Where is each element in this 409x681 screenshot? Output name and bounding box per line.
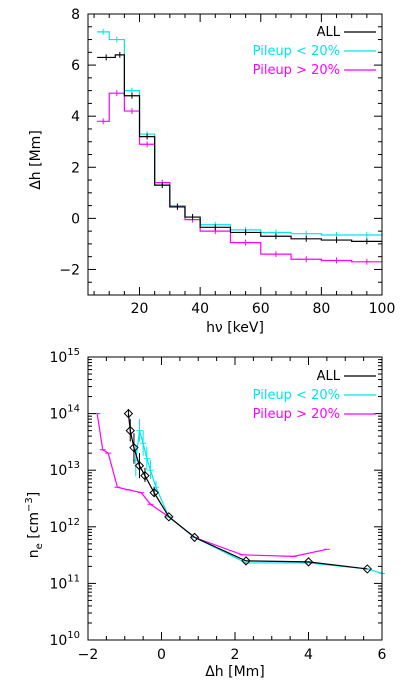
y-tick-label-1: 1011 (49, 573, 80, 592)
y-tick-label-4: 6 (71, 58, 80, 74)
y-tick-label-5: 8 (71, 7, 80, 23)
plot-area-bottom (94, 408, 385, 575)
series-0-point-4 (140, 470, 150, 481)
x-tick-label-0: 20 (131, 301, 149, 317)
y-axis-label-bottom: ne [cm−3] (24, 492, 45, 559)
y-tick-label-5: 1015 (49, 347, 80, 366)
series-0-line (127, 413, 368, 570)
axes-bottom: −2 0 2 4 6 1010 1011 1012 1013 1014 1015 (49, 347, 386, 663)
series-0-point-3 (134, 461, 145, 471)
y-tick-label-1: 0 (71, 211, 80, 227)
y-tick-label-2: 2 (71, 160, 80, 176)
legend-label-1: Pileup < 20% (253, 388, 340, 403)
series-0-point-9 (303, 557, 314, 567)
y-tick-label-4: 1014 (49, 404, 80, 423)
legend-label-1: Pileup < 20% (253, 44, 340, 59)
x-tick-label-3: 4 (304, 647, 313, 663)
legend-bottom: ALL Pileup < 20% Pileup > 20% (253, 369, 376, 422)
y-axis-label-top: Δh [Mm] (28, 130, 44, 190)
series-2-line (96, 413, 328, 557)
series-0-point-6 (164, 512, 174, 522)
y-tick-label-3: 4 (71, 109, 80, 125)
series-0-point-0 (123, 408, 134, 419)
x-axis-label-bottom: Δh [Mm] (205, 664, 265, 680)
plot-area-top (97, 28, 382, 265)
x-tick-label-2: 2 (231, 647, 240, 663)
legend-label-0: ALL (317, 369, 341, 384)
x-tick-label-2: 60 (252, 301, 270, 317)
x-tick-label-1: 0 (157, 647, 166, 663)
axes-top: 20 40 60 80 100 −2 0 2 4 6 8 (59, 7, 395, 317)
x-tick-label-4: 100 (369, 301, 396, 317)
series-0-point-7 (189, 532, 200, 543)
y-tick-label-0: −2 (59, 262, 80, 278)
legend-label-0: ALL (317, 25, 341, 40)
x-tick-label-4: 6 (378, 647, 387, 663)
legend-top: ALL Pileup < 20% Pileup > 20% (253, 25, 376, 78)
series-0-line (97, 54, 382, 242)
y-tick-label-2: 1012 (49, 517, 80, 536)
series-0-point-8 (241, 556, 251, 566)
series-0-point-2 (129, 442, 139, 453)
series-0-point-1 (125, 425, 135, 436)
legend-label-2: Pileup > 20% (253, 63, 340, 78)
x-axis-label-top: hν [keV] (206, 320, 264, 336)
panel-bottom: −2 0 2 4 6 1010 1011 1012 1013 1014 1015 ne [cm−3]… (24, 347, 387, 680)
series-1-line (135, 430, 383, 575)
x-tick-label-3: 80 (312, 301, 330, 317)
y-tick-label-3: 1013 (49, 460, 80, 479)
x-tick-label-0: −2 (78, 647, 99, 663)
series-0-point-5 (149, 488, 159, 498)
series-0-point-10 (362, 564, 373, 574)
panel-top: 20 40 60 80 100 −2 0 2 4 6 8 Δh [Mm] hν [keV] ALL P… (28, 7, 395, 336)
x-tick-label-1: 40 (191, 301, 209, 317)
legend-label-2: Pileup > 20% (253, 407, 340, 422)
y-tick-label-0: 1010 (49, 630, 80, 649)
